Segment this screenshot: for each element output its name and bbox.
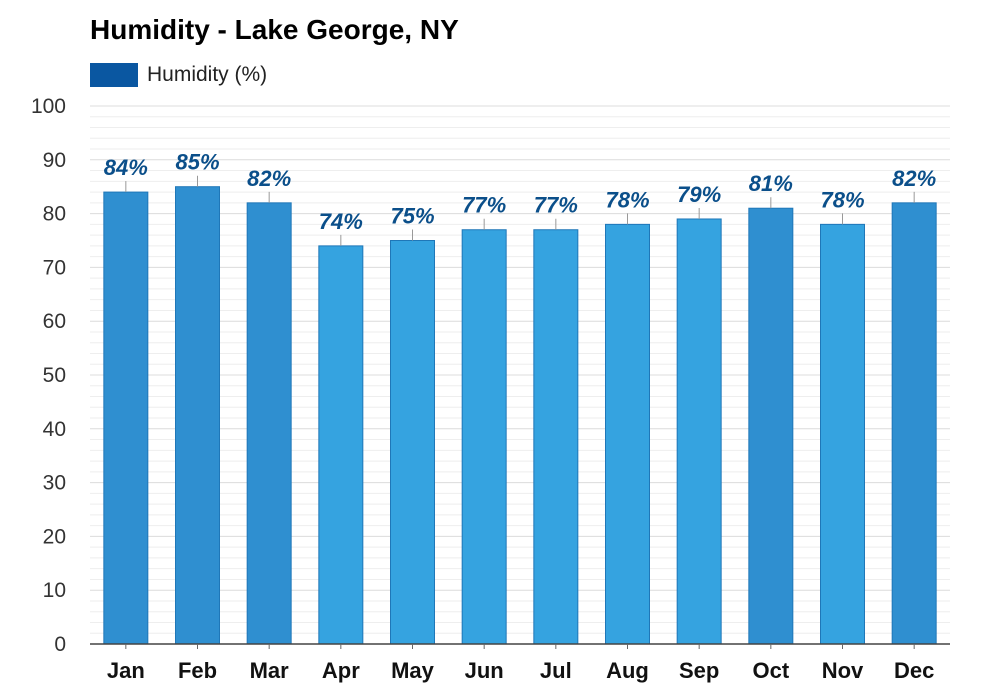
x-tick-label-may: May [391,658,435,683]
data-label-dec: 82% [892,166,936,191]
y-tick-label: 60 [43,310,66,333]
y-tick-label: 10 [43,579,66,602]
x-tick-label-jun: Jun [465,658,504,683]
y-tick-label: 20 [43,525,66,548]
y-tick-label: 100 [31,95,66,118]
bar-may [390,240,435,645]
x-tick-label-jan: Jan [107,658,145,683]
bar-dec [891,202,937,645]
x-tick-label-nov: Nov [822,658,864,683]
y-tick-label: 50 [43,364,66,387]
y-tick-label: 0 [54,633,66,656]
bar-jun [461,229,507,645]
data-label-nov: 78% [820,187,864,212]
x-tick-label-jul: Jul [540,658,572,683]
data-label-apr: 74% [319,209,363,234]
bar-oct [748,207,794,645]
bar-aug [605,223,650,645]
chart-title: Humidity - Lake George, NY [90,14,459,45]
data-label-jan: 84% [104,155,148,180]
grid-lines [90,105,950,634]
x-tick-label-aug: Aug [606,658,649,683]
y-tick-label: 70 [43,256,66,279]
x-tick-label-dec: Dec [894,658,934,683]
legend-swatch [90,63,138,87]
bar-mar [246,202,292,645]
data-label-sep: 79% [677,182,721,207]
legend-label: Humidity (%) [147,63,268,86]
y-tick-label: 30 [43,472,66,495]
bar-jul [533,229,579,645]
bar-sep [676,218,722,645]
y-tick-label: 90 [43,149,66,172]
legend: Humidity (%) [90,61,267,89]
y-tick-label: 80 [43,203,66,226]
bar-feb [175,186,220,645]
axes: 0 10 20 30 40 50 60 70 80 90 100 Jan Feb Mar Apr May Jun… [31,95,950,683]
y-tick-label: 40 [43,418,66,441]
data-label-jun: 77% [462,193,506,218]
bars [103,175,937,645]
bar-apr [318,245,364,645]
labels: 84% 85% 82% 74% 75% 77% 77% 78% 79% 81% 78% 82% [104,150,936,234]
data-label-jul: 77% [534,193,578,218]
bar-nov [820,223,865,645]
x-tick-label-mar: Mar [250,658,290,683]
data-label-aug: 78% [605,187,649,212]
x-tick-label-apr: Apr [322,658,360,683]
data-label-feb: 85% [175,150,219,175]
data-label-mar: 82% [247,166,291,191]
x-tick-label-oct: Oct [752,658,789,683]
data-label-oct: 81% [749,171,793,196]
bar-jan [103,191,149,645]
x-tick-label-sep: Sep [679,658,719,683]
x-tick-label-feb: Feb [178,658,217,683]
data-label-may: 75% [390,204,434,229]
